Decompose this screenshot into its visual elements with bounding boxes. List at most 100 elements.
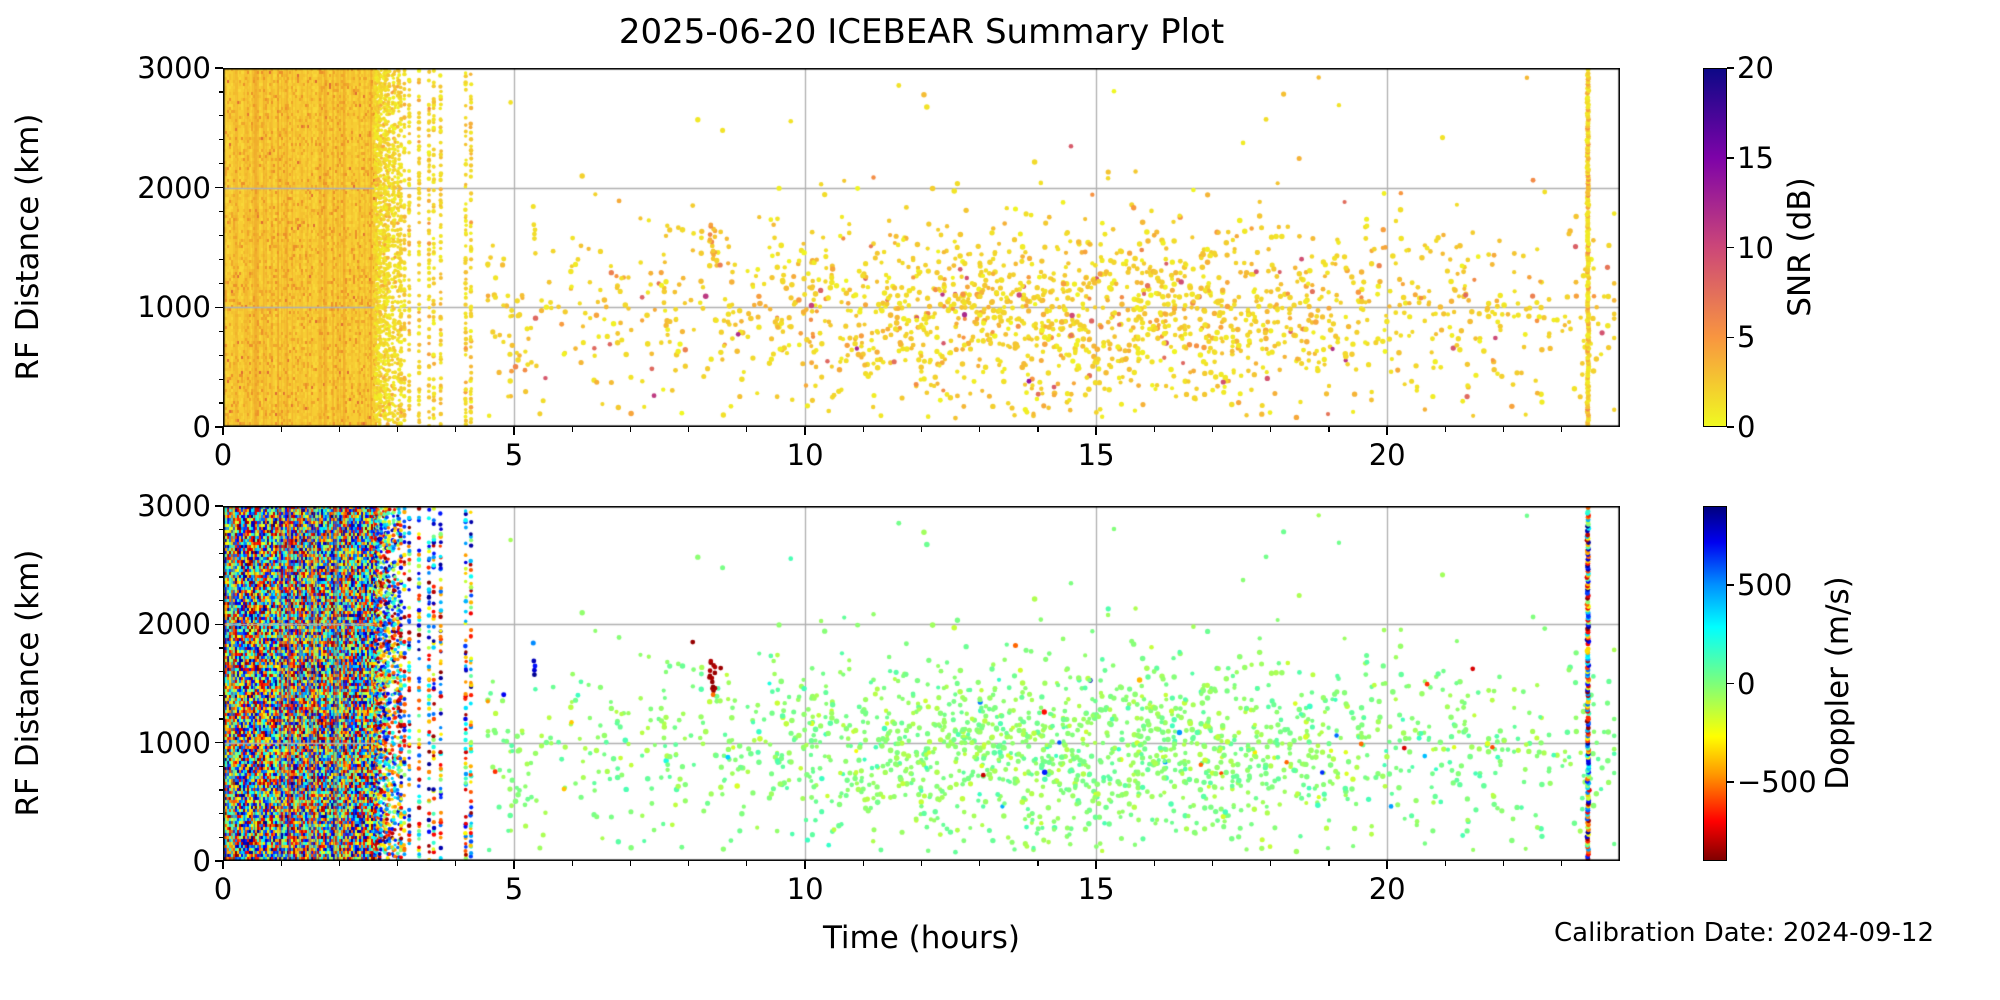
y-tick-label: 3000 — [137, 51, 211, 85]
calibration-date-text: Calibration Date: 2024-09-12 — [1554, 918, 1934, 948]
x-minor-tick — [629, 427, 632, 432]
snr-scatter-canvas — [223, 68, 1620, 427]
x-minor-tick — [1153, 861, 1155, 866]
y-major-tick — [215, 623, 223, 626]
y-minor-tick — [218, 234, 223, 237]
x-major-tick — [222, 427, 224, 435]
y-minor-tick — [218, 529, 223, 531]
y-major-tick — [215, 186, 223, 189]
y-minor-tick — [218, 718, 223, 720]
x-major-tick — [1095, 861, 1097, 869]
x-minor-tick — [397, 427, 399, 432]
x-minor-tick — [455, 427, 457, 432]
x-tick-label: 10 — [786, 872, 824, 906]
x-minor-tick — [1270, 427, 1272, 432]
y-major-tick — [215, 426, 223, 428]
x-minor-tick — [1037, 427, 1039, 432]
y-tick-label: 1000 — [137, 290, 211, 325]
x-tick-label: 15 — [1077, 872, 1115, 906]
x-minor-tick — [571, 861, 573, 866]
y-tick-label: 0 — [192, 410, 211, 444]
y-minor-tick — [218, 282, 223, 284]
x-minor-tick — [280, 427, 282, 432]
y-axis-label-doppler: RF Distance (km) — [10, 549, 46, 817]
y-axis-label-snr: RF Distance (km) — [10, 113, 46, 381]
colorbar-tick — [1727, 67, 1734, 69]
x-major-tick — [1386, 861, 1388, 869]
x-minor-tick — [862, 427, 864, 432]
x-minor-tick — [455, 861, 457, 866]
colorbar-tick — [1727, 336, 1734, 338]
y-major-tick — [215, 67, 223, 69]
x-minor-tick — [920, 427, 923, 432]
colorbar-tick — [1727, 781, 1734, 783]
x-major-tick — [804, 427, 806, 435]
y-minor-tick — [218, 402, 223, 404]
doppler-scatter-canvas — [223, 506, 1620, 861]
colorbar-tick — [1727, 682, 1734, 685]
y-minor-tick — [218, 115, 223, 117]
x-minor-tick — [979, 427, 981, 432]
colorbar-tick-label: 15 — [1737, 140, 1774, 175]
y-major-tick — [215, 741, 223, 744]
x-tick-label: 20 — [1368, 872, 1406, 906]
doppler-colorbar — [1703, 506, 1727, 861]
y-tick-label: 1000 — [137, 725, 211, 760]
y-tick-label: 2000 — [137, 170, 211, 205]
y-minor-tick — [218, 552, 223, 554]
y-minor-tick — [218, 600, 223, 602]
y-tick-label: 2000 — [137, 607, 211, 642]
x-major-tick — [1386, 427, 1388, 435]
y-minor-tick — [218, 139, 223, 141]
y-minor-tick — [218, 789, 223, 791]
x-minor-tick — [397, 861, 399, 866]
colorbar-tick-label: 0 — [1737, 410, 1756, 444]
x-tick-label: 10 — [786, 438, 824, 472]
x-minor-tick — [1328, 427, 1330, 432]
y-minor-tick — [218, 91, 223, 93]
snr-colorbar-label: SNR (dB) — [1782, 177, 1818, 317]
colorbar-tick — [1727, 157, 1734, 159]
x-minor-tick — [746, 427, 748, 432]
colorbar-tick-label: 10 — [1737, 230, 1774, 265]
y-minor-tick — [218, 330, 223, 332]
y-minor-tick — [218, 258, 223, 261]
x-major-tick — [1095, 427, 1097, 435]
x-minor-tick — [862, 861, 864, 866]
colorbar-tick-label: 20 — [1737, 51, 1774, 85]
x-minor-tick — [571, 427, 573, 432]
x-minor-tick — [1211, 427, 1214, 432]
x-minor-tick — [1270, 861, 1272, 866]
colorbar-tick-label: −500 — [1737, 765, 1817, 800]
colorbar-tick — [1727, 584, 1734, 586]
x-minor-tick — [1328, 861, 1330, 866]
y-minor-tick — [218, 211, 223, 213]
y-minor-tick — [218, 836, 223, 838]
y-minor-tick — [218, 647, 223, 649]
y-minor-tick — [218, 765, 223, 767]
y-tick-label: 0 — [192, 844, 211, 878]
y-major-tick — [215, 505, 223, 507]
x-minor-tick — [746, 861, 748, 866]
x-minor-tick — [1037, 861, 1039, 866]
x-minor-tick — [1153, 427, 1155, 432]
colorbar-tick-label: 0 — [1737, 666, 1756, 701]
x-major-tick — [513, 427, 515, 435]
x-minor-tick — [1561, 427, 1563, 432]
x-major-tick — [513, 861, 515, 869]
x-tick-label: 0 — [213, 438, 233, 472]
x-major-tick — [222, 861, 224, 869]
y-tick-label: 3000 — [137, 489, 211, 523]
x-tick-label: 15 — [1077, 438, 1115, 472]
x-minor-tick — [338, 861, 340, 866]
y-minor-tick — [218, 378, 223, 380]
x-axis-label: Time (hours) — [822, 920, 1021, 956]
x-minor-tick — [920, 861, 923, 866]
x-tick-label: 0 — [213, 872, 233, 906]
y-minor-tick — [218, 576, 223, 578]
x-minor-tick — [688, 427, 690, 432]
x-minor-tick — [1502, 861, 1505, 866]
x-tick-label: 5 — [504, 872, 524, 906]
x-major-tick — [804, 861, 806, 869]
